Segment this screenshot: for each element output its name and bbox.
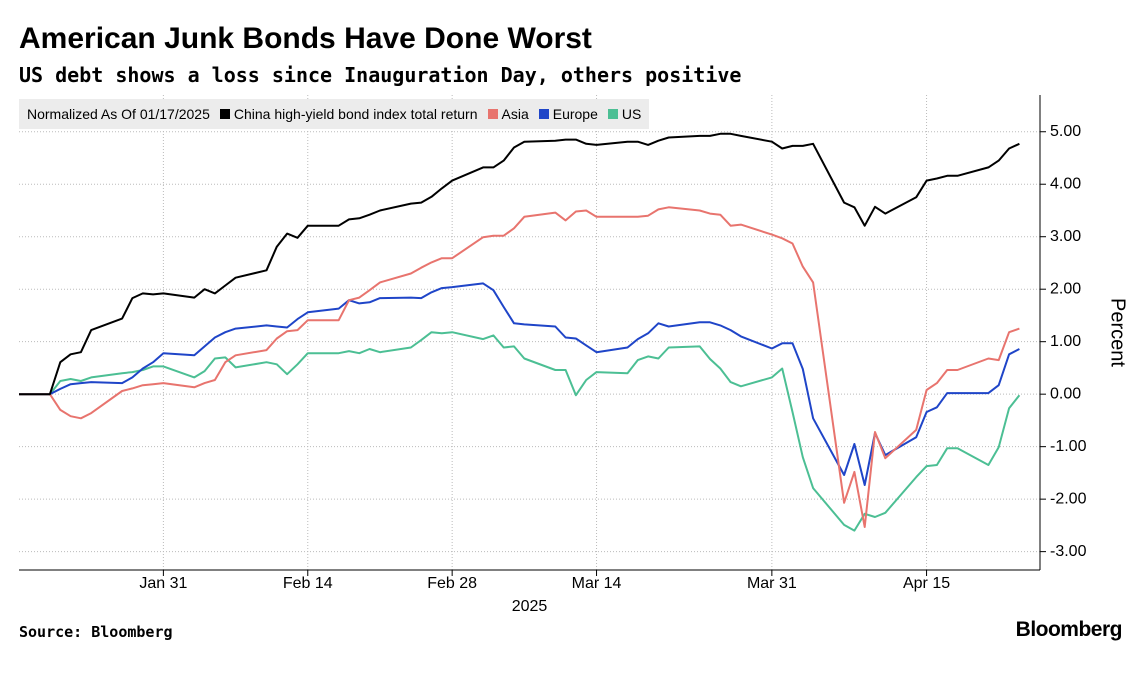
- legend-title: Normalized As Of 01/17/2025: [27, 106, 210, 122]
- series-line: [19, 132, 1020, 396]
- x-tick-label: Feb 28: [427, 575, 477, 592]
- y-tick-label: -1.00: [1050, 438, 1087, 455]
- y-tick-label: 2.00: [1050, 280, 1081, 297]
- x-tick-label: Feb 14: [283, 575, 333, 592]
- x-tick-label: Jan 31: [139, 575, 187, 592]
- legend-swatch: [538, 109, 549, 119]
- chart-title: American Junk Bonds Have Done Worst: [19, 22, 592, 55]
- legend-label: Asia: [501, 106, 529, 122]
- series-line: [19, 282, 1020, 486]
- y-axis-label: Percent: [1107, 298, 1129, 367]
- x-tick-label: Mar 14: [572, 575, 622, 592]
- legend-swatch: [607, 109, 618, 119]
- y-tick-label: 0.00: [1050, 385, 1081, 402]
- x-tick-label: Apr 15: [903, 575, 950, 592]
- series-line: [19, 331, 1021, 532]
- y-tick-label: 1.00: [1050, 333, 1081, 350]
- legend-swatch: [219, 109, 230, 119]
- y-tick-label: -2.00: [1050, 490, 1087, 507]
- source: Source: Bloomberg: [19, 623, 173, 641]
- legend-entry: US: [607, 106, 642, 122]
- legend-entry: China high-yield bond index total return: [219, 106, 478, 122]
- legend-swatch: [487, 109, 498, 119]
- legend-label: China high-yield bond index total return: [233, 106, 478, 122]
- series-line: [19, 206, 1020, 528]
- legend: Normalized As Of 01/17/2025 China high-y…: [19, 99, 650, 129]
- legend-label: US: [621, 106, 642, 122]
- y-tick-label: 3.00: [1050, 228, 1081, 245]
- chart-subtitle: US debt shows a loss since Inauguration …: [19, 63, 742, 87]
- x-axis-label: 2025: [512, 598, 548, 615]
- legend-entry: Asia: [487, 106, 529, 122]
- y-tick-label: -3.00: [1050, 543, 1087, 560]
- y-tick-label: 5.00: [1050, 123, 1081, 140]
- y-tick-label: 4.00: [1050, 175, 1081, 192]
- legend-entry: Europe: [538, 106, 598, 122]
- brand: Bloomberg: [1015, 618, 1123, 641]
- x-tick-label: Mar 31: [747, 575, 797, 592]
- legend-label: Europe: [552, 106, 598, 122]
